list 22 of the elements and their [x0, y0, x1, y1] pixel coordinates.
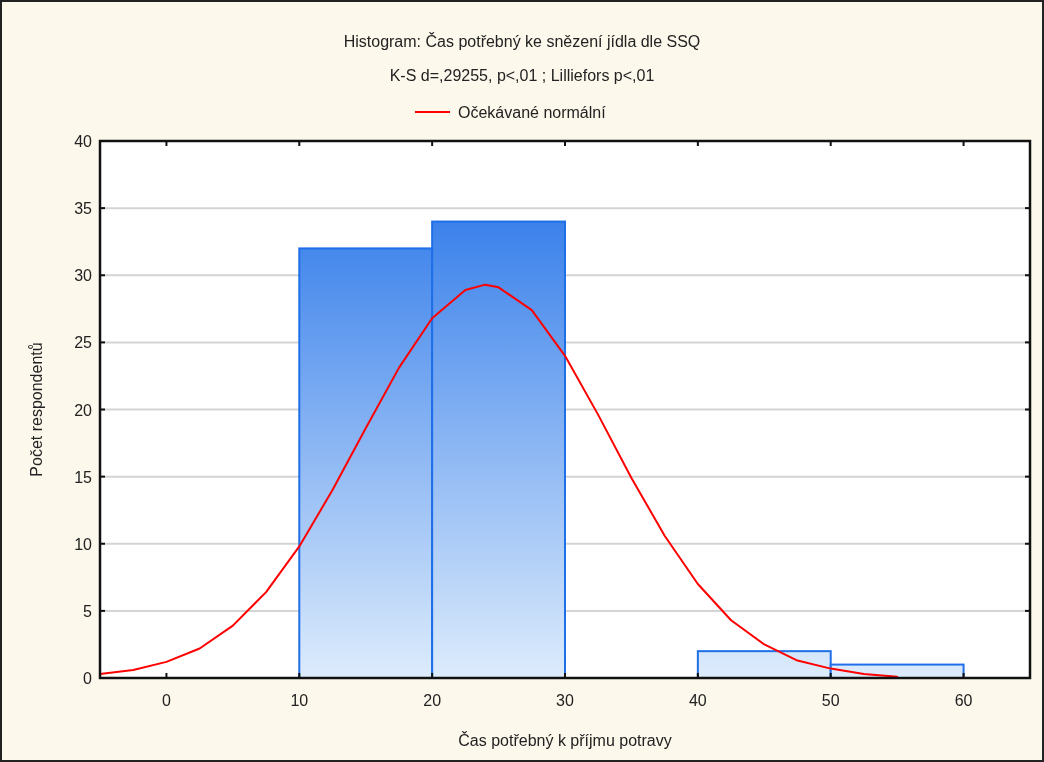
y-tick-label: 10	[74, 535, 93, 553]
line-series	[99, 283, 899, 678]
y-tick-label: 15	[74, 468, 93, 486]
y-axis-title: Počet respondentů	[28, 342, 45, 477]
chart-title: Histogram: Čas potřebný ke snězení jídla dle SSQ	[343, 32, 701, 50]
legend-label: Očekávané normální	[458, 104, 607, 121]
y-tick-label: 35	[74, 200, 93, 218]
y-tick-label: 20	[74, 401, 93, 419]
y-tick-label: 25	[74, 334, 93, 352]
y-tick-label: 0	[83, 670, 93, 687]
chart-subtitle: K-S d=,29255, p<,01 ; Lilliefors p<,01	[389, 67, 655, 84]
x-tick-label: 60	[954, 692, 973, 709]
x-tick-label: 20	[423, 692, 442, 709]
y-tick-label: 30	[74, 267, 93, 285]
y-tick-label: 40	[74, 133, 93, 150]
x-tick-label: 30	[556, 692, 574, 709]
x-tick-label: 10	[290, 692, 309, 709]
y-tick-label: 5	[83, 602, 93, 620]
x-tick-label: 50	[821, 692, 840, 709]
x-tick-label: 0	[161, 692, 171, 709]
x-tick-label: 40	[688, 692, 707, 709]
x-axis-title: Čas potřebný k příjmu potravy	[458, 731, 672, 749]
